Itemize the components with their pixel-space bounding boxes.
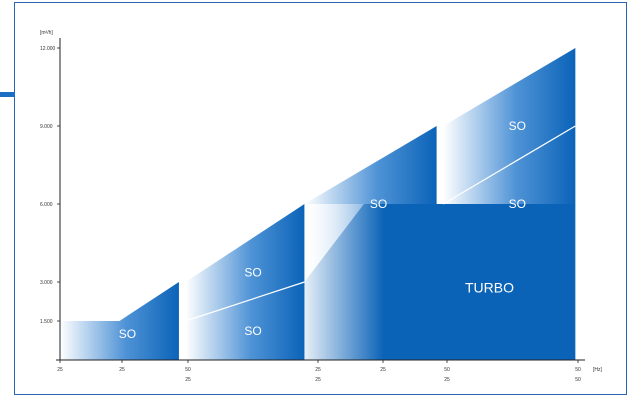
region-label-4: SO (509, 119, 526, 133)
region-label-6: TURBO (465, 279, 514, 295)
gap-0 (179, 48, 185, 360)
gap-1 (301, 48, 307, 360)
region-so-0 (60, 282, 179, 360)
gap-2 (437, 48, 443, 360)
x-axis-unit: [Hz] (593, 367, 603, 373)
y-tick-label-3: 9.000 (40, 124, 53, 130)
y-tick-label-0: 1.500 (40, 319, 53, 325)
region-label-0: SO (119, 327, 136, 341)
region-so-2 (185, 282, 305, 360)
region-areas (60, 48, 576, 360)
axes: [m³/h] 1.500 3.000 6.000 9.000 12.000 25 25 50 25… (40, 30, 603, 383)
accent-bar (0, 92, 15, 97)
region-labels: SO SO SO SO SO SO TURBO (119, 119, 526, 341)
region-so-4 (443, 48, 576, 204)
x-tick-label-row1-1: 25 (119, 367, 125, 373)
x-tick-label-row2-2: 25 (444, 377, 450, 383)
x-tick-label-row1-0: 25 (57, 367, 63, 373)
x-tick-label-row2-1: 25 (315, 377, 321, 383)
frame-border (14, 2, 627, 395)
region-label-1: SO (244, 265, 261, 279)
y-axis-unit: [m³/h] (40, 30, 53, 36)
so-divider-1 (442, 125, 576, 205)
so-divider-0 (185, 281, 305, 322)
x-tick-label-row1-3: 25 (315, 367, 321, 373)
x-tick-label-row1-4: 25 (380, 367, 386, 373)
y-tick-label-4: 12.000 (40, 46, 56, 52)
y-tick-label-2: 6.000 (40, 202, 53, 208)
x-tick-label-row2-3: 50 (575, 377, 581, 383)
x-tick-label-row1-6: 50 (575, 367, 581, 373)
x-tick-label-row1-2: 50 (185, 367, 191, 373)
turbo-fade (304, 204, 384, 360)
x-tick-label-row1-5: 50 (444, 367, 450, 373)
y-tick-label-1: 3.000 (40, 280, 53, 286)
region-label-3: SO (370, 197, 387, 211)
region-label-2: SO (244, 324, 261, 338)
region-label-5: SO (509, 197, 526, 211)
divider-lines (179, 48, 576, 360)
x-tick-label-row2-0: 25 (185, 377, 191, 383)
